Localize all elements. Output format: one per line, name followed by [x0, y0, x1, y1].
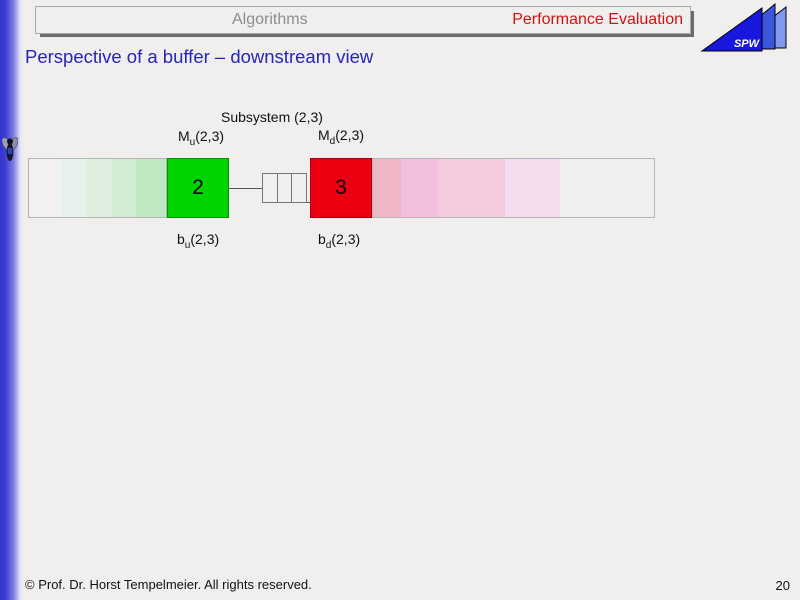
left-gradient-bar	[0, 0, 24, 600]
machine-down-label: Md(2,3)	[318, 127, 364, 147]
gradient-cell	[29, 159, 61, 217]
gradient-cell	[400, 159, 438, 217]
machine-up-label-base: M	[178, 128, 190, 144]
buffer-down-label-sub: d	[325, 239, 332, 251]
footer-page-number: 20	[775, 578, 790, 593]
buffer-cell	[263, 174, 278, 202]
machine-up-label: Mu(2,3)	[178, 128, 224, 148]
buffer-down-label-args: (2,3)	[331, 231, 361, 247]
buffer-down-label-base: b	[318, 231, 326, 247]
header-section-label: Performance Evaluation	[512, 11, 683, 28]
machine-up-label-sub: u	[189, 136, 196, 148]
machine-down-label-args: (2,3)	[335, 127, 365, 143]
gradient-cell	[111, 159, 137, 217]
buffer-cell	[292, 174, 306, 202]
machine-down-label-base: M	[318, 127, 330, 143]
gradient-cell	[505, 159, 560, 217]
buffer-up-label: bu(2,3)	[177, 231, 219, 251]
footer-copyright: © Prof. Dr. Horst Tempelmeier. All right…	[25, 577, 312, 592]
gradient-cell	[559, 159, 654, 217]
spw-logo: SPW	[700, 2, 787, 52]
upstream-gradient-strip	[28, 158, 167, 218]
upstream-machine-number: 2	[192, 176, 204, 199]
logo-front-triangle	[700, 7, 763, 52]
subsystem-label: Subsystem (2,3)	[221, 109, 323, 125]
buffer-box	[262, 173, 307, 203]
machine-up-label-args: (2,3)	[195, 128, 225, 144]
gradient-cell	[87, 159, 112, 217]
header-bar: Algorithms Performance Evaluation	[35, 6, 691, 34]
buffer-down-label: bd(2,3)	[318, 231, 360, 251]
fly-icon	[2, 137, 18, 161]
downstream-machine-number: 3	[335, 176, 347, 199]
gradient-cell	[136, 159, 166, 217]
gradient-cell	[373, 159, 401, 217]
buffer-up-label-args: (2,3)	[190, 231, 220, 247]
connector-line-right	[307, 202, 311, 203]
connector-line-left	[229, 188, 262, 189]
downstream-gradient-strip	[372, 158, 655, 218]
logo-text: SPW	[734, 38, 761, 50]
gradient-cell	[437, 159, 506, 217]
buffer-cell	[278, 174, 293, 202]
upstream-machine-box: 2	[167, 158, 229, 218]
downstream-machine-box: 3	[310, 158, 372, 218]
buffer-up-label-sub: u	[184, 239, 191, 251]
slide-title: Perspective of a buffer – downstream vie…	[25, 46, 374, 67]
machine-down-label-sub: d	[329, 135, 336, 147]
gradient-cell	[60, 159, 88, 217]
header-course-label: Algorithms	[232, 11, 308, 28]
buffer-up-label-base: b	[177, 231, 185, 247]
